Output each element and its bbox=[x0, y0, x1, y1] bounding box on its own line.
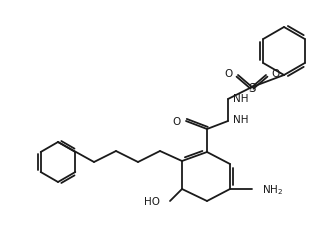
Text: NH: NH bbox=[233, 94, 248, 104]
Text: O: O bbox=[225, 69, 233, 79]
Text: HO: HO bbox=[144, 196, 160, 206]
Text: O: O bbox=[271, 69, 279, 79]
Text: S: S bbox=[248, 81, 256, 94]
Text: NH$_2$: NH$_2$ bbox=[262, 182, 283, 196]
Text: NH: NH bbox=[233, 114, 248, 124]
Text: O: O bbox=[173, 116, 181, 126]
